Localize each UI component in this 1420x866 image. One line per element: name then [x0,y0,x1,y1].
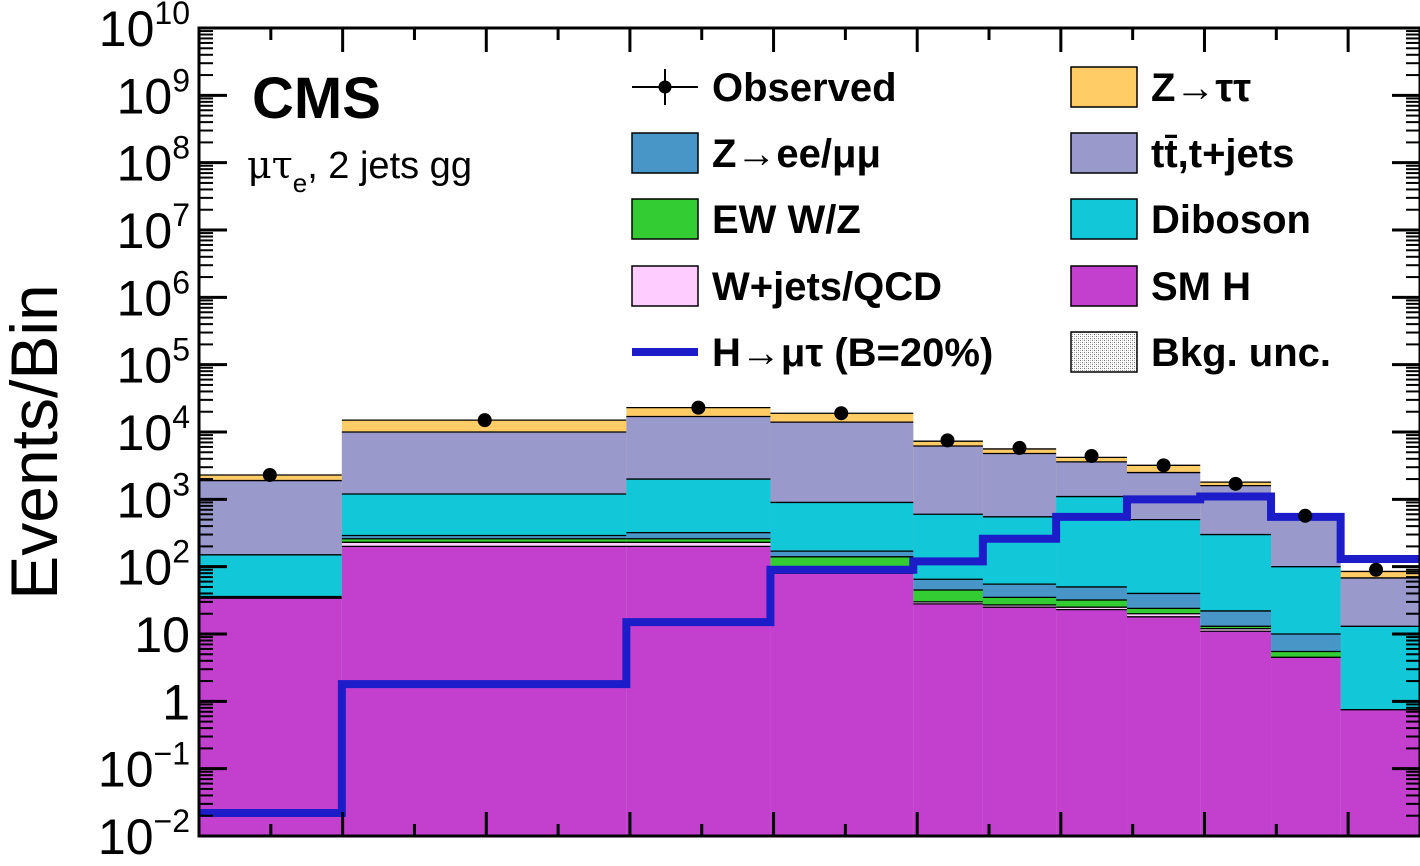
y-tick-label: 106 [117,264,190,326]
y-tick-label-exponent: 7 [172,197,190,233]
y-tick-label: 104 [117,399,190,461]
observed-point-6 [1084,449,1099,464]
y-tick-label-base: 10 [117,203,173,259]
y-tick-label-base: 10 [99,1,155,57]
y-tick-label-base: 10 [117,540,173,596]
y-tick-label: 10−2 [98,803,190,865]
y-tick-label-base: 10 [134,607,190,663]
signal-histogram [199,492,1420,817]
legend-swatch-w-jets-qcd [631,265,699,307]
channel-label-main: μτ [247,143,293,187]
y-tick-label: 10−1 [98,736,190,798]
legend-label-h-b-20: H→μτ (B=20%) [712,331,993,375]
y-tick-label-base: 10 [117,270,173,326]
y-tick-label-exponent: 9 [172,62,190,98]
y-tick-label-exponent: 3 [172,466,190,502]
y-tick-label-base: 10 [98,809,154,865]
stack-bar-sm-h-4 [913,603,983,836]
experiment-label: CMS [252,66,381,131]
legend-label-ew-w-z: EW W/Z [712,198,861,242]
stack-bar-sm-h-8 [1200,631,1272,836]
channel-label: μτe, 2 jets gg [247,143,472,198]
observed-point-10 [1369,562,1384,577]
background-stack [199,406,1420,836]
stack-bar-sm-h-7 [1126,616,1201,836]
legend-label-bkg-unc: Bkg. unc. [1151,331,1331,375]
y-axis-label: Events/Bin [0,284,71,600]
y-tick-label: 103 [117,466,190,528]
y-tick-label: 10 [134,607,190,663]
legend-swatch-ew-w-z [631,198,699,240]
legend-swatch-z [1070,66,1138,108]
y-tick-label-base: 1 [162,674,190,730]
observed-point-2 [691,400,706,415]
stack-bar-sm-h-6 [1056,609,1127,836]
y-tick-label-exponent: 5 [172,332,190,368]
stack-bar-sm-h-11 [1411,709,1420,836]
y-tick-label-exponent: 8 [172,130,190,166]
y-tick-label: 102 [117,534,190,596]
y-tick-label-exponent: −1 [154,736,190,772]
legend-label-z-ee: Z→ee/μμ [712,132,881,176]
y-tick-label: 107 [117,197,190,259]
stack-bar-sm-h-2 [626,546,771,836]
y-tick-label-exponent: 6 [172,264,190,300]
stack-bar-sm-h-3 [770,573,914,836]
y-tick-label-base: 10 [117,68,173,124]
legend-label-w-jets-qcd: W+jets/QCD [712,265,942,309]
y-tick-label-base: 10 [98,742,154,798]
y-tick-label: 105 [117,332,190,394]
signal-line [199,492,1420,817]
y-tick-label: 109 [117,62,190,124]
legend: Observed Z→ττ Z→ee/μμ tt̄,t+jets EW W/Z Dibos… [631,66,1331,375]
stack-bar-sm-h-1 [341,546,627,836]
observed-point-1 [477,413,492,428]
observed-point-7 [1156,458,1171,473]
y-tick-label-base: 10 [117,136,173,192]
legend-label-observed: Observed [712,66,897,110]
observed-point-3 [834,406,849,421]
observed-point-9 [1298,508,1313,523]
legend-label-tt-t-jets: tt̄,t+jets [1151,132,1294,176]
legend-label-sm-h: SM H [1151,265,1251,309]
legend-observed-marker [658,80,672,94]
stack-bar-sm-h-0 [199,598,342,836]
observed-point-4 [940,433,955,448]
legend-swatch-diboson [1070,198,1138,240]
y-tick-label: 108 [117,130,190,192]
observed-point-8 [1228,476,1243,491]
legend-swatch-tt-t-jets [1070,132,1138,174]
observed-point-5 [1012,440,1027,455]
y-tick-label: 1010 [99,0,190,57]
y-tick-label-base: 10 [117,405,173,461]
channel-label-sub: e [293,168,307,198]
legend-label-z: Z→ττ [1151,66,1251,110]
stack-bar-sm-h-9 [1271,657,1341,836]
stack-bar-sm-h-5 [982,607,1057,836]
y-tick-label-base: 10 [117,338,173,394]
legend-swatch-z-ee [631,132,699,174]
y-axis-ticks [199,26,1420,838]
y-tick-label-base: 10 [117,472,173,528]
stack-bar-sm-h-10 [1340,709,1412,836]
y-tick-label-exponent: 10 [154,0,190,31]
y-tick-label: 1 [162,674,190,730]
observed-point-0 [262,467,277,482]
y-tick-label-exponent: 4 [172,399,190,435]
legend-swatch-sm-h [1070,265,1138,307]
legend-label-diboson: Diboson [1151,198,1311,242]
y-tick-label-exponent: −2 [154,803,190,839]
observed-data [262,400,1384,577]
channel-label-rest: , 2 jets gg [307,145,472,187]
y-tick-label-exponent: 2 [172,534,190,570]
legend-swatch-bkg-unc [1070,331,1138,373]
